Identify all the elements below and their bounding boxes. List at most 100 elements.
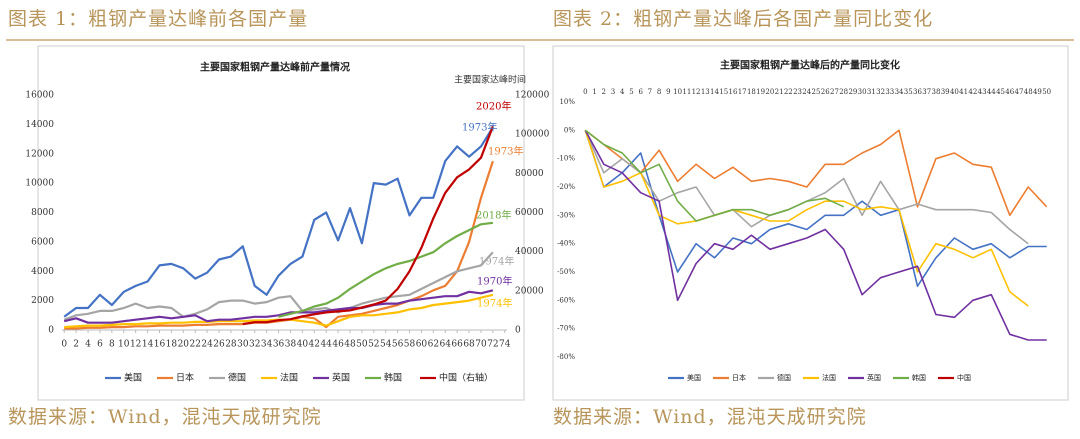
x-tick-label: 6 [638,88,643,96]
x-tick-label: 0 [61,340,67,350]
x-tick-label: 27 [830,88,839,96]
x-tick-label: 40 [950,88,959,96]
x-tick-label: 68 [463,340,475,350]
x-tick-label: 38 [285,340,297,350]
x-tick-label: 12 [130,340,141,350]
x-tick-label: 10 [118,340,130,350]
x-tick-label: 44 [320,340,332,350]
x-tick-label: 35 [904,88,913,96]
x-tick-label: 28 [225,340,237,350]
x-tick-label: 46 [332,340,344,350]
x-tick-label: 72 [487,340,498,350]
x-tick-label: 43 [978,88,987,96]
y2-tick-label: 20000 [515,286,544,296]
legend-label: 韩国 [912,373,926,382]
y2-axis-title: 主要国家达峰时间 [454,74,526,86]
x-tick-label: 58 [404,340,416,350]
x-tick-label: 3 [611,88,615,96]
x-tick-label: 5 [629,88,633,96]
x-tick-label: 47 [1015,88,1024,96]
x-tick-label: 14 [710,88,719,96]
x-tick-label: 41 [959,88,968,96]
x-tick-label: 49 [1033,88,1042,96]
x-tick-label: 66 [451,340,463,350]
x-tick-label: 16 [728,88,737,96]
y-tick-label: 0% [564,126,575,134]
legend-label: 美国 [124,372,142,384]
y-tick-label: -80% [557,353,575,361]
y2-tick-label: 40000 [515,247,544,257]
x-tick-label: 4 [85,340,91,350]
legend-label: 德国 [228,372,246,384]
x-tick-label: 34 [895,88,904,96]
x-tick-label: 48 [1024,88,1033,96]
legend-label: 德国 [777,373,791,382]
legend-label: 韩国 [384,372,402,384]
y-tick-label: 10000 [25,179,54,189]
x-tick-label: 36 [273,340,285,350]
x-tick-label: 34 [261,340,273,350]
x-tick-label: 45 [996,88,1005,96]
annotation: 1974年 [479,255,514,268]
y-tick-label: 6000 [31,237,54,247]
y-tick-label: 0 [48,326,54,336]
legend-label: 中国（右轴） [439,372,493,384]
series-line [584,129,1047,341]
chart-frame [37,45,525,401]
figure-caption: 图表 1：粗钢产量达峰前各国产量 [8,8,308,30]
y-tick-label: -20% [557,183,575,191]
x-tick-label: 21 [775,88,784,96]
x-tick-label: 28 [839,88,848,96]
x-tick-label: 18 [166,340,178,350]
x-tick-label: 10 [673,88,682,96]
x-tick-label: 4 [620,88,625,96]
y-tick-label: 16000 [25,91,54,101]
y2-tick-label: 120000 [515,91,550,101]
chart-title: 主要国家粗钢产量达峰前产量情况 [200,61,350,74]
chart-frame [552,45,1069,401]
x-tick-label: 60 [416,340,428,350]
x-tick-label: 23 [793,88,802,96]
x-tick-label: 6 [97,340,103,350]
y-tick-label: -50% [557,268,575,276]
x-tick-label: 15 [719,88,728,96]
series-line [64,160,494,330]
x-tick-label: 39 [941,88,950,96]
x-tick-label: 0 [583,88,587,96]
x-tick-label: 16 [154,340,166,350]
source-note: 数据来源：Wind，混沌天成研究院 [8,406,322,428]
y-tick-label: 2000 [31,296,54,306]
series-line [584,130,1047,287]
x-tick-label: 26 [821,88,830,96]
chart-title: 主要国家粗钢产量达峰后的产量同比变化 [720,59,900,72]
x-tick-label: 26 [213,340,225,350]
series-line [584,129,1048,217]
x-tick-label: 22 [784,88,793,96]
x-tick-label: 56 [392,340,404,350]
x-tick-label: 50 [356,340,368,350]
x-tick-label: 32 [876,88,885,96]
legend-label: 英国 [332,372,350,384]
series-line [278,221,494,318]
x-tick-label: 42 [309,340,320,350]
series-line [63,289,494,324]
x-tick-label: 17 [738,88,747,96]
x-tick-label: 54 [380,340,392,350]
x-tick-label: 50 [1042,88,1051,96]
y2-tick-label: 60000 [515,208,544,218]
legend-label: 日本 [732,373,746,382]
series-line [242,125,494,326]
legend-label: 英国 [867,373,881,382]
x-tick-label: 2 [602,88,606,96]
annotation: 1974年 [477,297,512,310]
series-line [584,129,845,222]
y2-tick-label: 100000 [515,130,550,140]
x-tick-label: 11 [682,88,691,96]
x-tick-label: 24 [802,88,811,96]
x-tick-label: 52 [368,340,379,350]
x-tick-label: 38 [931,88,940,96]
y-tick-label: -70% [557,325,575,333]
y-tick-label: -30% [557,211,575,219]
source-note: 数据来源：Wind，混沌天成研究院 [553,406,867,428]
series-line [63,126,494,318]
